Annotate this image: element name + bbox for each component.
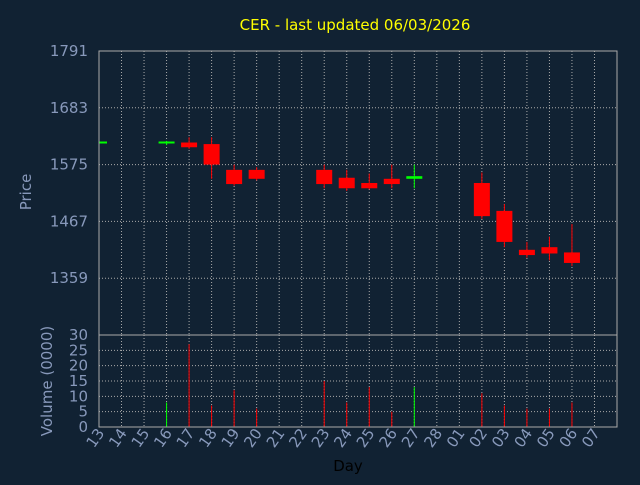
candle-body <box>226 169 243 185</box>
x-tick-labels: 1314151617181920212223242526272801020304… <box>83 425 604 451</box>
price-tick-label: 1683 <box>50 99 88 117</box>
candle-body <box>406 176 423 179</box>
volume-tick-label: 15 <box>69 372 88 390</box>
price-axis-label: Price <box>17 174 35 211</box>
price-tick-labels: 1791 1683 1575 1467 1359 <box>50 42 88 287</box>
price-tick-label: 1791 <box>50 42 88 60</box>
candle-body <box>181 142 198 148</box>
volume-bars <box>166 344 573 427</box>
volume-axis-label: Volume (0000) <box>38 326 56 436</box>
price-tick-label: 1467 <box>50 212 88 230</box>
candle-body <box>361 183 378 189</box>
candle-body <box>383 178 400 185</box>
chart-title: CER - last updated 06/03/2026 <box>240 16 471 34</box>
x-axis-label: Day <box>333 457 363 475</box>
volume-tick-label: 0 <box>78 418 88 436</box>
candle-body <box>496 210 513 242</box>
candle-body <box>248 169 265 179</box>
price-tick-label: 1575 <box>50 156 88 174</box>
candles <box>99 137 580 267</box>
price-tick-label: 1359 <box>50 269 88 287</box>
candle-body <box>338 177 355 189</box>
volume-tick-label: 30 <box>69 326 88 344</box>
candle-body <box>563 252 580 263</box>
volume-panel-frame <box>98 334 618 428</box>
candle-body <box>316 169 333 185</box>
volume-tick-label: 20 <box>69 357 88 375</box>
candle-body <box>203 144 220 165</box>
candle-body <box>541 247 558 254</box>
candle-body <box>473 183 490 217</box>
volume-tick-label: 10 <box>69 387 88 405</box>
volume-tick-label: 5 <box>78 403 88 421</box>
candle-body <box>518 249 535 256</box>
volume-tick-label: 25 <box>69 341 88 359</box>
